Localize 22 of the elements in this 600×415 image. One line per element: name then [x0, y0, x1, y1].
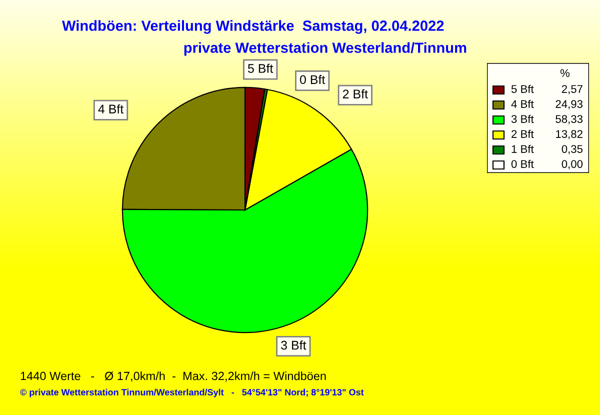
legend-label: 5 Bft — [511, 84, 534, 93]
slice-label: 2 Bft — [342, 89, 368, 98]
legend-label: 2 Bft — [512, 130, 534, 138]
data-label: 13,82 — [556, 130, 582, 140]
data-label: 58,33 — [556, 115, 583, 124]
data-label: 24,93 — [556, 100, 583, 110]
text: 1440 Werte - Ø 17,0km/h - Max. 32,2km/h = Windböen — [20, 372, 326, 382]
legend-label: 1 Bft — [512, 144, 534, 153]
slice-label: 4 Bft — [98, 104, 124, 114]
chart-title: Windböen: Verteilung Windstärke Samstag, 02.04.2022 — [62, 20, 444, 34]
legend-label: 4 Bft — [511, 100, 534, 108]
legend-label: 0 Bft — [511, 160, 534, 168]
data-label: 0,35 — [562, 145, 583, 154]
legend-label: 3 Bft — [511, 114, 534, 123]
legend-title: % — [560, 69, 570, 77]
text: 0,00 — [562, 160, 583, 170]
chart-subtitle: private Wetterstation Westerland/Tinnum — [184, 42, 466, 56]
text: © private Wetterstation Tinnum/Westerland/Sylt - 54°54'13" Nord; 8°19'13" Ost — [20, 388, 364, 398]
slice-label: 3 Bft — [281, 340, 306, 350]
data-label: 2,57 — [562, 85, 582, 94]
slice-label: 5 Bft — [248, 64, 274, 73]
category-label: 0 Bft — [300, 74, 326, 84]
